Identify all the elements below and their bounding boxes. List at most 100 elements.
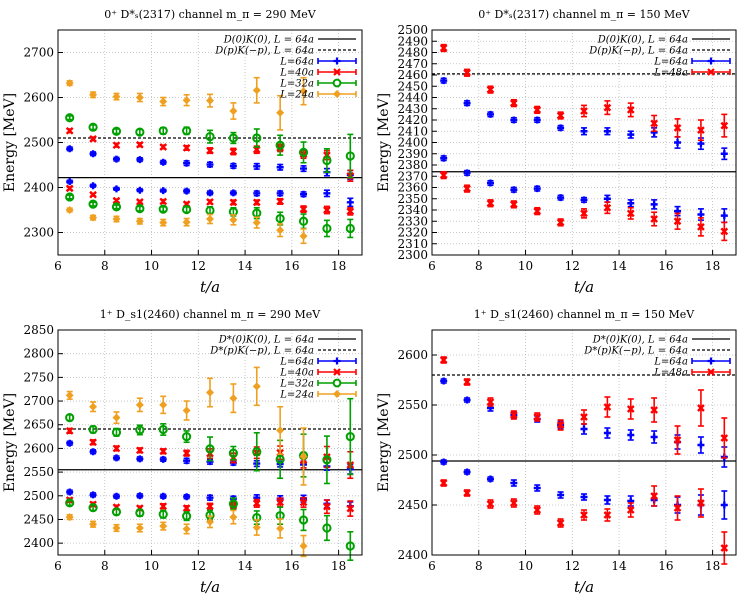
legend-label: L=64a (653, 57, 688, 68)
data-point (135, 400, 144, 409)
data-point (486, 199, 495, 208)
data-point (580, 107, 588, 115)
data-point (89, 402, 98, 411)
series-L=24a (65, 366, 308, 558)
y-tick-label: 2750 (23, 370, 54, 384)
y-tick-label: 2600 (397, 348, 428, 362)
data-point (463, 468, 471, 476)
data-point (650, 119, 659, 128)
data-point (206, 215, 214, 223)
x-tick-label: 14 (237, 559, 253, 573)
legend-label: L=24a (279, 390, 314, 401)
data-point (229, 215, 238, 224)
legend-label: D*(0)K(0), L = 64a (592, 335, 688, 346)
data-point (159, 492, 167, 500)
legend-marker (333, 357, 341, 365)
y-tick-label: 2600 (23, 91, 54, 105)
data-point (298, 216, 309, 226)
x-tick-label: 8 (101, 259, 109, 273)
y-tick-label: 2380 (397, 158, 428, 172)
data-point (135, 425, 145, 435)
data-point (276, 226, 285, 235)
data-point (88, 199, 98, 209)
data-point (720, 544, 729, 552)
data-point (229, 394, 238, 403)
plot-frame (431, 329, 737, 556)
data-point (299, 205, 308, 213)
data-point (300, 165, 308, 173)
data-point (206, 146, 214, 155)
x-tick-label: 16 (658, 559, 673, 573)
legend-marker (332, 78, 342, 88)
data-point (135, 217, 144, 226)
data-point (252, 198, 261, 207)
data-point (486, 500, 495, 508)
data-point (463, 396, 471, 404)
data-point (89, 190, 97, 199)
data-point (299, 452, 308, 461)
data-point (580, 425, 588, 433)
data-point (206, 502, 214, 511)
data-point (65, 413, 75, 423)
data-point (159, 522, 168, 531)
data-point (183, 457, 191, 465)
data-point (206, 198, 214, 206)
data-point (206, 96, 214, 105)
x-tick-label: 12 (565, 559, 580, 573)
data-point (697, 404, 705, 412)
series-L=64a (440, 77, 728, 224)
legend-marker (333, 368, 341, 376)
y-tick-label: 2400 (23, 536, 54, 550)
data-point (159, 502, 168, 511)
data-point (158, 204, 168, 214)
data-point (556, 519, 565, 527)
data-point (112, 524, 121, 532)
data-point (112, 196, 121, 205)
data-point (228, 133, 238, 143)
data-point (89, 182, 97, 190)
data-point (299, 87, 308, 96)
x-tick-label: 8 (101, 559, 109, 573)
data-point (205, 444, 215, 454)
y-tick-label: 2300 (23, 226, 54, 240)
data-point (603, 511, 612, 519)
y-tick-label: 2450 (397, 79, 428, 93)
legend-label: D(p)K(−p), L = 64a (214, 46, 314, 57)
data-point (182, 524, 191, 533)
data-point (556, 111, 565, 120)
legend-marker (707, 357, 715, 365)
data-point (89, 135, 97, 143)
y-tick-label: 2330 (397, 214, 428, 228)
x-tick-label: 10 (144, 559, 159, 573)
data-point (345, 223, 355, 234)
data-point (627, 199, 635, 207)
legend-marker (333, 390, 341, 398)
data-point (66, 178, 74, 186)
y-tick-label: 2360 (397, 181, 428, 195)
data-point (463, 99, 471, 107)
data-point (510, 186, 518, 194)
data-point (65, 498, 75, 508)
y-tick-label: 2400 (23, 181, 54, 195)
data-point (206, 189, 214, 197)
chart-svg: 1⁺ D_s1(2460) channel m_π = 150 MeV 6 8 10 1… (376, 308, 737, 596)
data-point (510, 479, 518, 487)
data-point (159, 97, 168, 106)
y-tick-label: 2370 (397, 169, 428, 183)
data-point (697, 211, 705, 218)
data-point (253, 189, 261, 197)
data-point (229, 513, 238, 522)
data-point (626, 209, 635, 218)
data-point (697, 441, 705, 449)
data-point (112, 92, 121, 101)
data-point (111, 126, 122, 136)
data-point (135, 204, 145, 214)
y-tick-label: 2410 (397, 124, 428, 138)
data-point (183, 493, 191, 501)
y-tick-label: 2500 (397, 448, 428, 462)
chart-panel-1plus-150: 1⁺ D_s1(2460) channel m_π = 150 MeV 6 8 10 1… (374, 300, 748, 601)
legend-label: L=64a (279, 57, 314, 68)
x-tick-label: 18 (705, 559, 720, 573)
data-point (322, 155, 332, 166)
x-tick-label: 16 (658, 259, 673, 273)
